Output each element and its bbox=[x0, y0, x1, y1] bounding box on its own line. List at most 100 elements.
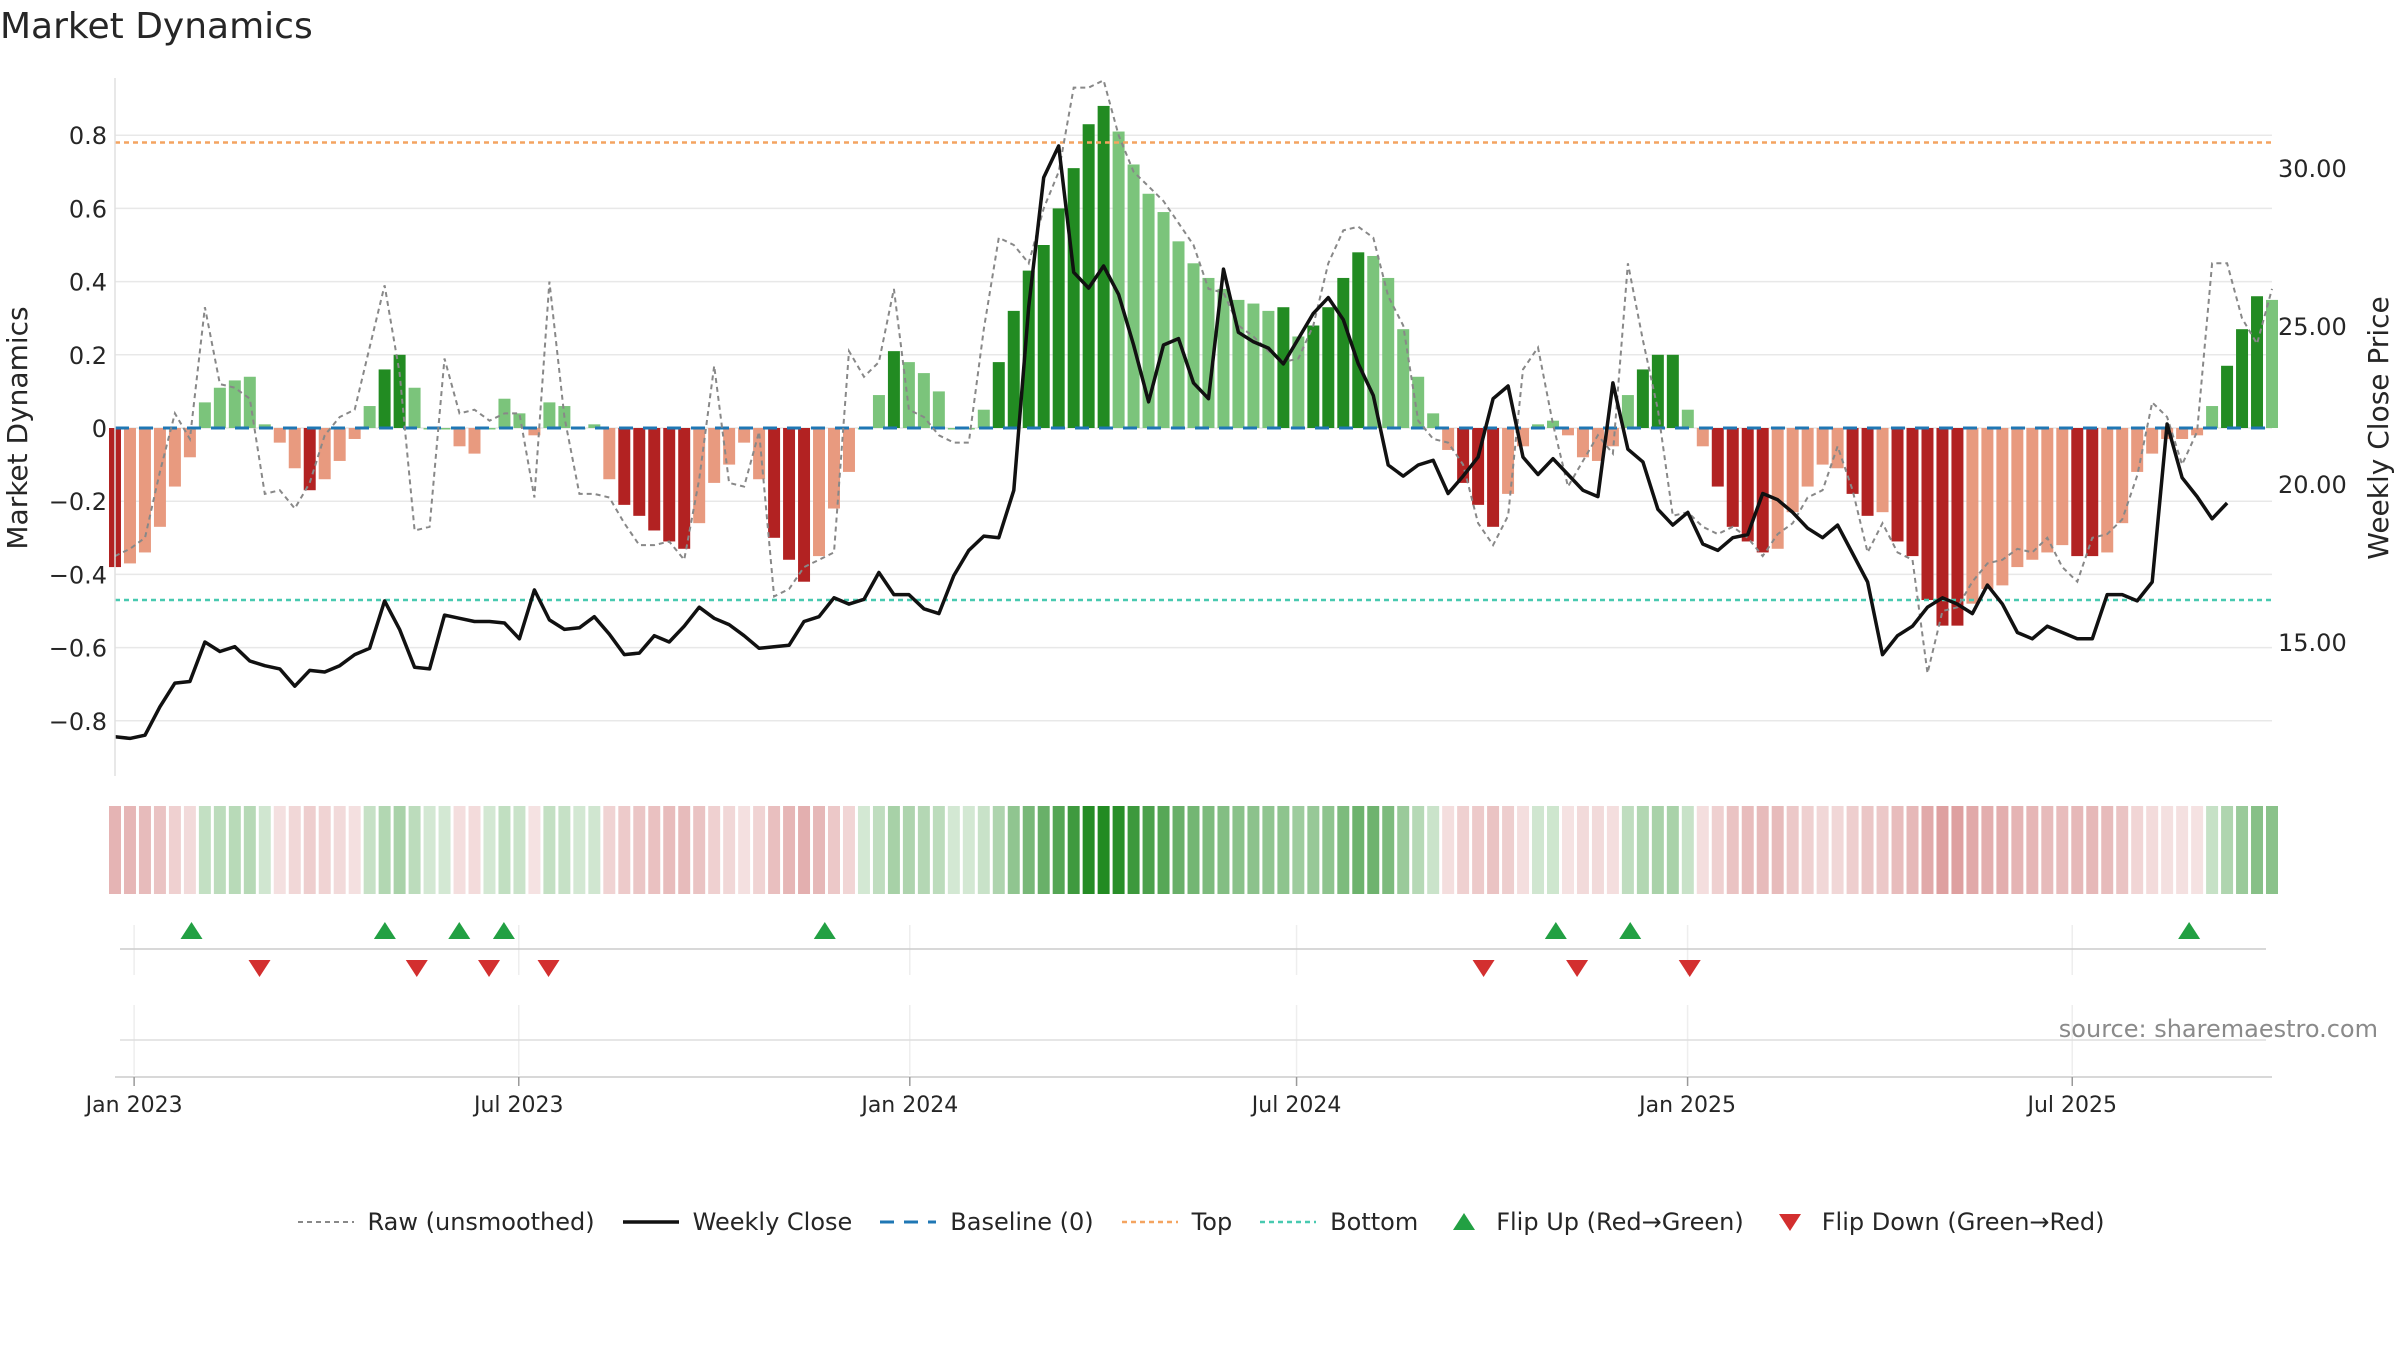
flip-up-marker bbox=[373, 922, 396, 939]
md-bar bbox=[902, 362, 915, 428]
heat-strip-cell bbox=[2251, 806, 2264, 894]
md-bar bbox=[1756, 428, 1769, 553]
heat-strip-cell bbox=[543, 806, 556, 894]
heat-strip-cell bbox=[2206, 806, 2219, 894]
md-bar bbox=[1996, 428, 2009, 586]
md-bar bbox=[2116, 428, 2129, 524]
md-bar bbox=[348, 428, 361, 439]
md-bar bbox=[513, 413, 526, 428]
legend-label-bottom: Bottom bbox=[1330, 1208, 1419, 1236]
heat-strip-cell bbox=[1756, 806, 1769, 894]
flip-up-marker bbox=[1544, 922, 1567, 939]
heat-strip-cell bbox=[273, 806, 286, 894]
md-bar bbox=[483, 428, 496, 430]
md-bar bbox=[1352, 252, 1365, 428]
md-bar bbox=[2041, 428, 2054, 553]
y-tick-label: −0.6 bbox=[49, 635, 107, 663]
legend-swatch-close bbox=[622, 1220, 679, 1224]
heat-strip-cell bbox=[2056, 806, 2069, 894]
heat-strip-cell bbox=[1157, 806, 1170, 894]
x-tick-label: Jan 2023 bbox=[84, 1093, 183, 1118]
heat-strip-cell bbox=[1576, 806, 1589, 894]
heat-strip-cell bbox=[1112, 806, 1125, 894]
heat-strip-cell bbox=[1726, 806, 1739, 894]
heat-strip-cell bbox=[183, 806, 196, 894]
heat-strip-cell bbox=[1831, 806, 1844, 894]
heat-strip-cell bbox=[753, 806, 766, 894]
md-bar bbox=[1142, 193, 1155, 428]
md-bar bbox=[303, 428, 316, 491]
md-bar bbox=[198, 402, 211, 428]
md-bar bbox=[1816, 428, 1829, 465]
flip-up-marker bbox=[448, 922, 471, 939]
legend-label-flip-down: Flip Down (Green→Red) bbox=[1821, 1208, 2105, 1236]
heat-strip-cell bbox=[1591, 806, 1604, 894]
heat-strip-cell bbox=[783, 806, 796, 894]
heat-strip-cell bbox=[2266, 806, 2278, 894]
md-bar bbox=[2251, 296, 2264, 428]
md-bar bbox=[468, 428, 481, 454]
heat-strip-cell bbox=[2101, 806, 2114, 894]
heat-strip-cell bbox=[2236, 806, 2249, 894]
md-bar bbox=[1621, 395, 1634, 428]
md-bar bbox=[1052, 208, 1065, 428]
md-bar bbox=[753, 428, 766, 480]
heat-strip-cell bbox=[1082, 806, 1095, 894]
md-bar bbox=[648, 428, 661, 531]
heat-strip-cell bbox=[483, 806, 496, 894]
heat-strip-cell bbox=[768, 806, 781, 894]
heat-strip-cell bbox=[1502, 806, 1515, 894]
heat-strip-cell bbox=[1487, 806, 1500, 894]
md-bar bbox=[1397, 329, 1410, 428]
y-tick-label: 0 bbox=[92, 415, 107, 443]
md-bar bbox=[603, 428, 616, 480]
heat-strip-cell bbox=[603, 806, 616, 894]
heat-strip-cell bbox=[1771, 806, 1784, 894]
md-bar bbox=[1442, 428, 1455, 450]
md-bar bbox=[708, 428, 721, 483]
heat-strip-cell bbox=[513, 806, 526, 894]
heat-strip-cell bbox=[648, 806, 661, 894]
md-bar bbox=[1771, 428, 1784, 549]
md-bar bbox=[1726, 428, 1739, 527]
y-tick-label: 0.4 bbox=[69, 269, 107, 297]
heat-strip-cell bbox=[2116, 806, 2129, 894]
heat-strip-cell bbox=[1606, 806, 1619, 894]
md-bar bbox=[1487, 428, 1500, 527]
flip-down-marker bbox=[478, 960, 501, 977]
heat-strip-cell bbox=[1292, 806, 1305, 894]
md-bar bbox=[363, 406, 376, 428]
heat-strip-cell bbox=[693, 806, 706, 894]
heat-strip-cell bbox=[1022, 806, 1035, 894]
md-bar bbox=[153, 428, 166, 527]
heat-strip-cell bbox=[1097, 806, 1110, 894]
heat-strip-cell bbox=[1666, 806, 1679, 894]
y2-tick-label: 15.00 bbox=[2278, 629, 2347, 657]
flip-down-marker bbox=[1678, 960, 1701, 977]
flip-up-marker bbox=[180, 922, 203, 939]
heat-strip-cell bbox=[1741, 806, 1754, 894]
md-bar bbox=[1921, 428, 1934, 601]
heat-strip-cell bbox=[618, 806, 631, 894]
date-axis-panel: Jan 2023 Jul 2023 Jan 2024 Jul 2024 Jan 2025… bbox=[84, 1005, 2272, 1118]
md-bar bbox=[2236, 329, 2249, 428]
heat-strip-cell bbox=[408, 806, 421, 894]
md-bar bbox=[1247, 303, 1260, 428]
heat-strip-cell bbox=[1172, 806, 1185, 894]
heat-strip-cell bbox=[723, 806, 736, 894]
md-bar bbox=[1037, 245, 1050, 428]
md-bar bbox=[2206, 406, 2219, 428]
md-bar bbox=[618, 428, 631, 505]
md-bar bbox=[1891, 428, 1904, 542]
heat-strip-cell bbox=[1457, 806, 1470, 894]
heat-strip-cell bbox=[917, 806, 930, 894]
heat-strip-cell bbox=[333, 806, 346, 894]
md-bar bbox=[1472, 428, 1485, 505]
md-bar bbox=[1666, 354, 1679, 428]
md-bar bbox=[1127, 164, 1140, 429]
heat-strip-cell bbox=[708, 806, 721, 894]
legend-swatch-raw bbox=[297, 1221, 354, 1223]
md-bar bbox=[258, 424, 271, 428]
flip-up-marker bbox=[813, 922, 836, 939]
md-bar bbox=[1412, 376, 1425, 428]
